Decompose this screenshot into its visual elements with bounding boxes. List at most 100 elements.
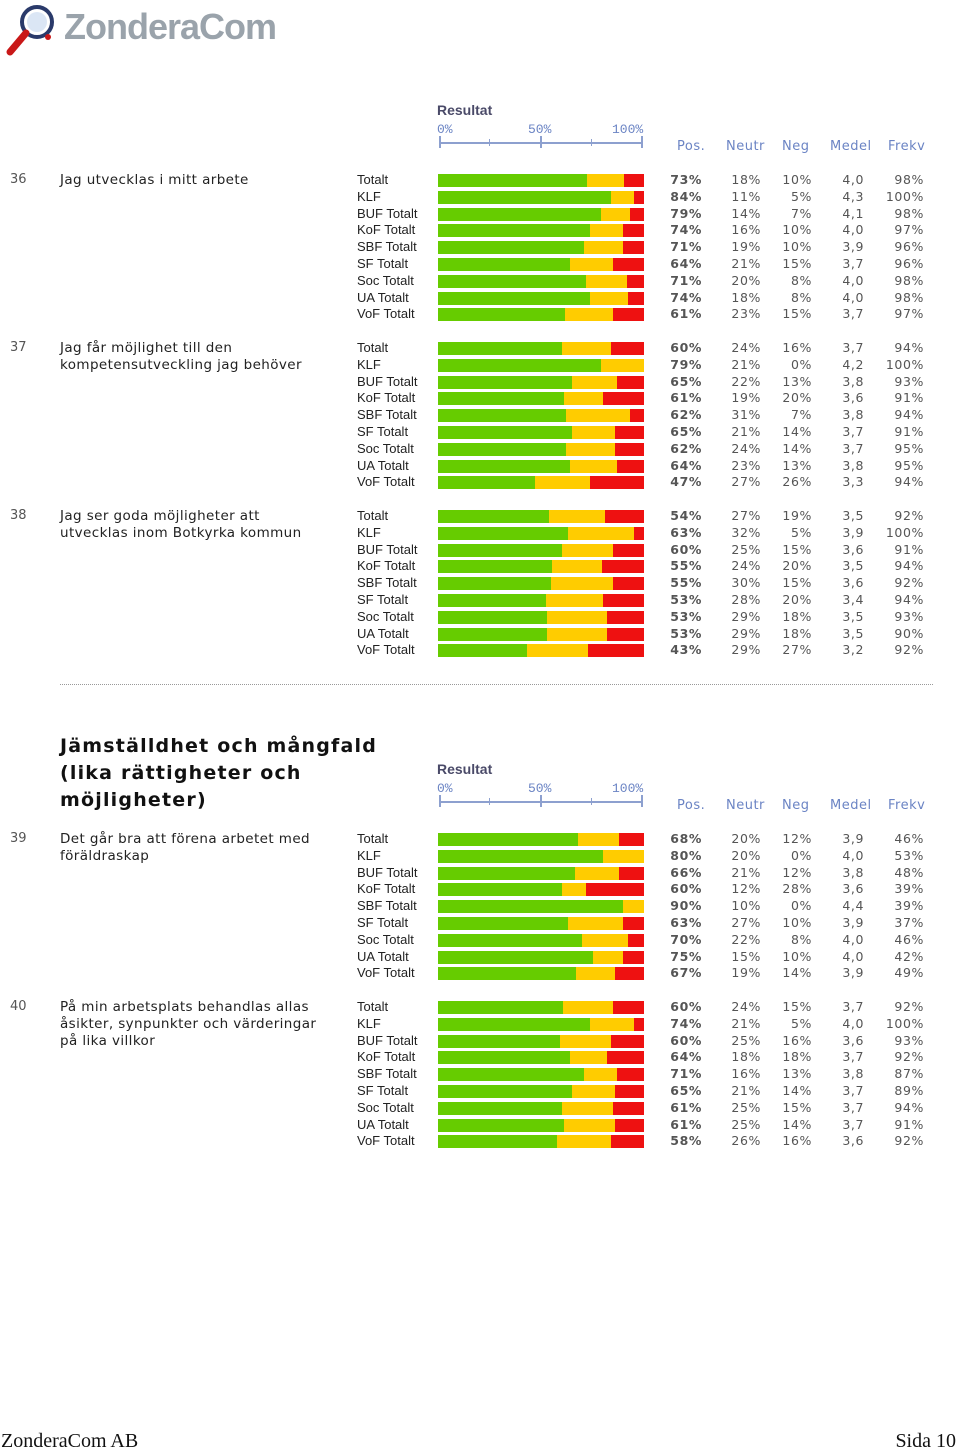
table-row: Soc Totalt 53% 29% 18% 3,5 93% bbox=[0, 609, 960, 626]
section-title-line: (lika rättigheter och bbox=[60, 762, 302, 784]
frekv-value: 46% bbox=[894, 931, 924, 947]
neutral-segment bbox=[562, 1101, 614, 1115]
pos-value: 84% bbox=[670, 188, 702, 204]
table-row: KoF Totalt 60% 12% 28% 3,6 39% bbox=[0, 881, 960, 898]
neutral-value: 31% bbox=[731, 407, 761, 423]
stacked-bar bbox=[438, 442, 644, 456]
neutral-value: 15% bbox=[731, 948, 761, 964]
table-row: SF Totalt 65% 21% 14% 3,7 89% bbox=[0, 1083, 960, 1100]
row-label: VoF Totalt bbox=[357, 1133, 415, 1149]
frekv-value: 87% bbox=[894, 1066, 924, 1082]
neutral-segment bbox=[561, 543, 614, 557]
negative-segment bbox=[602, 392, 644, 406]
neg-value: 18% bbox=[782, 608, 812, 624]
table-row: KLF 79% 21% 0% 4,2 100% bbox=[0, 357, 960, 374]
row-label: Totalt bbox=[357, 831, 389, 846]
tick-label: 0% bbox=[437, 781, 453, 796]
row-label: BUF Totalt bbox=[357, 373, 418, 389]
frekv-value: 94% bbox=[894, 407, 924, 423]
positive-segment bbox=[438, 950, 593, 964]
tick-label: 100% bbox=[612, 122, 644, 137]
pos-value: 53% bbox=[670, 608, 702, 624]
neutral-segment bbox=[567, 526, 634, 540]
stacked-bar bbox=[438, 917, 644, 930]
stacked-bar bbox=[438, 258, 644, 271]
row-label: KLF bbox=[357, 524, 381, 540]
axis-minor-tick bbox=[489, 798, 490, 805]
question-text: Jag ser goda möjligheter att utvecklas i… bbox=[60, 508, 302, 541]
stacked-bar bbox=[438, 967, 644, 981]
frekv-value: 97% bbox=[894, 306, 924, 322]
neg-value: 14% bbox=[782, 1083, 812, 1098]
medel-value: 4,0 bbox=[842, 172, 864, 187]
positive-segment bbox=[438, 190, 612, 204]
row-label: SBF Totalt bbox=[357, 407, 417, 423]
positive-segment bbox=[438, 967, 577, 981]
table-row: KoF Totalt 64% 18% 18% 3,7 92% bbox=[0, 1049, 960, 1066]
neutral-segment bbox=[576, 967, 616, 981]
row-label: SF Totalt bbox=[357, 592, 409, 607]
positive-segment bbox=[438, 627, 548, 641]
frekv-value: 90% bbox=[894, 625, 924, 641]
pos-value: 68% bbox=[670, 831, 702, 846]
medel-value: 3,9 bbox=[842, 965, 864, 981]
neutral-value: 22% bbox=[731, 373, 761, 389]
frekv-value: 98% bbox=[894, 172, 924, 187]
medel-value: 3,9 bbox=[842, 915, 864, 930]
positive-segment bbox=[438, 392, 564, 406]
frekv-value: 94% bbox=[894, 592, 924, 607]
neutral-segment bbox=[602, 849, 644, 863]
negative-segment bbox=[613, 1101, 644, 1115]
row-label: SBF Totalt bbox=[357, 575, 417, 591]
positive-segment bbox=[438, 849, 603, 863]
scale-header: Resultat 0% 50% 100% Pos. Neutr Neg Mede… bbox=[437, 102, 937, 154]
neg-value: 20% bbox=[782, 390, 812, 406]
stacked-bar bbox=[438, 409, 644, 423]
medel-value: 3,9 bbox=[842, 831, 864, 846]
row-label: UA Totalt bbox=[357, 625, 409, 641]
medel-value: 3,7 bbox=[842, 256, 864, 271]
row-label: KLF bbox=[357, 1015, 381, 1031]
neutral-segment bbox=[569, 459, 618, 473]
positive-segment bbox=[438, 241, 585, 255]
stacked-bar bbox=[438, 866, 644, 880]
negative-segment bbox=[623, 241, 644, 255]
pos-value: 47% bbox=[670, 474, 702, 490]
row-label: VoF Totalt bbox=[357, 474, 415, 490]
pos-value: 74% bbox=[670, 1015, 702, 1031]
frekv-value: 92% bbox=[894, 575, 924, 591]
table-row: Soc Totalt 61% 25% 15% 3,7 94% bbox=[0, 1100, 960, 1117]
table-row: SBF Totalt 62% 31% 7% 3,8 94% bbox=[0, 407, 960, 424]
negative-segment bbox=[629, 207, 644, 221]
positive-segment bbox=[438, 291, 591, 305]
neutral-segment bbox=[546, 594, 604, 607]
row-label: Totalt bbox=[357, 999, 389, 1014]
table-row: SBF Totalt 71% 16% 13% 3,8 87% bbox=[0, 1066, 960, 1083]
neutral-segment bbox=[592, 950, 624, 964]
row-label: BUF Totalt bbox=[357, 1032, 418, 1048]
stacked-bar bbox=[438, 1068, 644, 1082]
neutral-value: 23% bbox=[731, 306, 761, 322]
table-row: Totalt 68% 20% 12% 3,9 46% bbox=[0, 831, 960, 848]
medel-value: 3,8 bbox=[842, 1066, 864, 1082]
negative-segment bbox=[612, 1001, 644, 1014]
frekv-value: 91% bbox=[894, 541, 924, 557]
medel-value: 4,0 bbox=[842, 222, 864, 238]
row-label: KLF bbox=[357, 356, 381, 372]
neg-value: 14% bbox=[782, 424, 812, 439]
medel-value: 3,2 bbox=[842, 642, 864, 658]
negative-segment bbox=[586, 883, 644, 897]
stacked-bar bbox=[438, 543, 644, 557]
neg-value: 7% bbox=[790, 407, 812, 423]
row-label: KoF Totalt bbox=[357, 558, 416, 574]
neutral-value: 16% bbox=[731, 1066, 761, 1082]
positive-segment bbox=[438, 358, 601, 372]
stacked-bar bbox=[438, 526, 644, 540]
row-label: KLF bbox=[357, 188, 381, 204]
footer-page-number: Sida 10 bbox=[895, 1430, 956, 1451]
negative-segment bbox=[623, 950, 644, 964]
stacked-bar bbox=[438, 883, 644, 897]
table-row: SBF Totalt 71% 19% 10% 3,9 96% bbox=[0, 239, 960, 256]
pos-value: 64% bbox=[670, 1049, 702, 1065]
table-row: UA Totalt 75% 15% 10% 4,0 42% bbox=[0, 949, 960, 966]
